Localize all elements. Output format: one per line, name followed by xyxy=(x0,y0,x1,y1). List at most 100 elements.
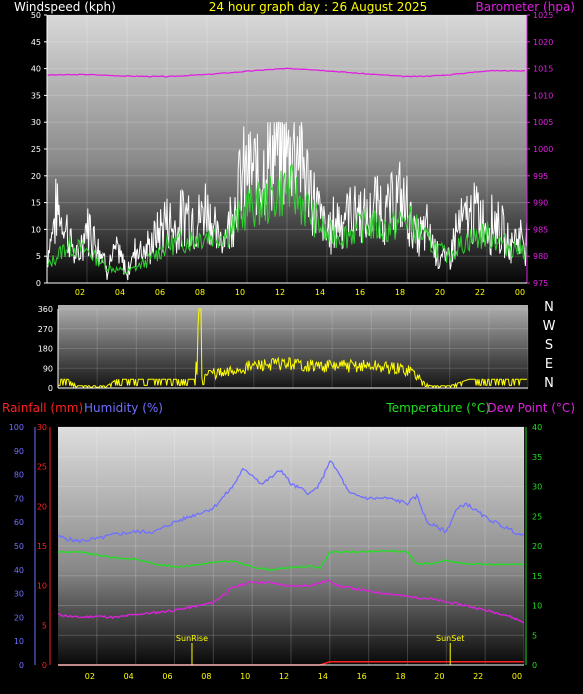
barometer-y-tick-label: 1005 xyxy=(533,118,553,127)
barometer-y-tick-label: 995 xyxy=(533,172,548,181)
wind-x-tick-label: 16 xyxy=(355,288,365,297)
humidity-tick-label: 10 xyxy=(14,637,24,646)
rainfall-tick-label: 10 xyxy=(37,582,47,591)
chart-title: 24 hour graph day : 26 August 2025 xyxy=(209,0,428,14)
temp-x-tick-label: 20 xyxy=(434,672,444,681)
wind-x-tick-label: 20 xyxy=(435,288,445,297)
direction-line xyxy=(58,308,527,389)
sunrise-label: SunRise xyxy=(176,634,208,643)
temp-x-tick-label: 10 xyxy=(240,672,250,681)
temp-x-tick-label: 02 xyxy=(85,672,95,681)
humidity-tick-label: 30 xyxy=(14,590,24,599)
dewpoint-axis-title: Dew Point (°C) xyxy=(487,401,575,415)
direction-y-tick-label: 360 xyxy=(38,305,53,314)
rainfall-tick-label: 30 xyxy=(37,423,47,432)
temperature-tick-label: 25 xyxy=(532,512,542,521)
wind-y-tick-label: 25 xyxy=(31,145,41,154)
wind-x-tick-label: 04 xyxy=(115,288,125,297)
direction-y-tick-label: 270 xyxy=(38,325,53,334)
wind-y-tick-label: 50 xyxy=(31,11,41,20)
humidity-tick-label: 50 xyxy=(14,542,24,551)
wind-x-tick-label: 02 xyxy=(75,288,85,297)
barometer-y-tick-label: 975 xyxy=(533,279,548,288)
temp-x-tick-label: 06 xyxy=(162,672,172,681)
humidity-tick-label: 100 xyxy=(9,423,24,432)
wind-panel-series xyxy=(46,67,528,281)
wind-y-tick-label: 0 xyxy=(36,279,41,288)
temperature-tick-label: 20 xyxy=(532,542,542,551)
wind-x-tick-label: 22 xyxy=(475,288,485,297)
wind-y-tick-label: 5 xyxy=(36,252,41,261)
compass-label: W xyxy=(543,319,556,334)
humidity-tick-label: 40 xyxy=(14,566,24,575)
temp-x-tick-label: 00 xyxy=(512,672,522,681)
rainfall-tick-label: 5 xyxy=(42,621,47,630)
direction-y-tick-label: 90 xyxy=(43,364,53,373)
temperature-tick-label: 40 xyxy=(532,423,542,432)
humidity-tick-label: 70 xyxy=(14,494,24,503)
wind-x-tick-label: 08 xyxy=(195,288,205,297)
barometer-y-tick-label: 1025 xyxy=(533,11,553,20)
wind-y-tick-label: 15 xyxy=(31,199,41,208)
wind-y-tick-label: 35 xyxy=(31,91,41,100)
direction-panel-series xyxy=(58,308,527,389)
barometer-y-tick-label: 1015 xyxy=(533,65,553,74)
wind-y-tick-label: 30 xyxy=(31,118,41,127)
humidity-tick-label: 80 xyxy=(14,471,24,480)
temp-panel-background xyxy=(58,427,524,665)
direction-panel-grid xyxy=(58,308,529,389)
rainfall-tick-label: 0 xyxy=(42,661,47,670)
temp-x-tick-label: 14 xyxy=(318,672,328,681)
wind-y-tick-label: 45 xyxy=(31,38,41,47)
compass-label: E xyxy=(545,357,553,372)
temperature-axis-title: Temperature (°C) xyxy=(385,401,490,415)
wind-y-tick-label: 40 xyxy=(31,65,41,74)
temp-x-tick-label: 04 xyxy=(124,672,134,681)
rainfall-tick-label: 25 xyxy=(37,463,47,472)
temperature-tick-label: 0 xyxy=(532,661,537,670)
wind-x-tick-label: 14 xyxy=(315,288,325,297)
temperature-tick-label: 30 xyxy=(532,483,542,492)
barometer-y-tick-label: 1020 xyxy=(533,38,553,47)
dewpoint-line xyxy=(57,579,525,624)
barometer-line xyxy=(47,67,525,78)
temperature-tick-label: 35 xyxy=(532,453,542,462)
barometer-y-tick-label: 990 xyxy=(533,199,548,208)
direction-y-tick-label: 0 xyxy=(48,384,53,393)
temp-panel-axes: 0102030405060708090100051015202530051015… xyxy=(9,423,542,681)
compass-label: N xyxy=(544,376,554,391)
humidity-axis-title: Humidity (%) xyxy=(84,401,163,415)
temperature-tick-label: 10 xyxy=(532,602,542,611)
sunset-label: SunSet xyxy=(436,634,464,643)
compass-label: S xyxy=(545,338,553,353)
windspeed-axis-title: Windspeed (kph) xyxy=(14,0,116,14)
direction-y-tick-label: 180 xyxy=(38,345,53,354)
compass-label: N xyxy=(544,300,554,315)
humidity-tick-label: 0 xyxy=(19,661,24,670)
humidity-tick-label: 20 xyxy=(14,613,24,622)
rainfall-tick-label: 20 xyxy=(37,502,47,511)
rainfall-tick-label: 15 xyxy=(37,542,47,551)
wind-x-tick-label: 06 xyxy=(155,288,165,297)
temperature-tick-label: 15 xyxy=(532,572,542,581)
wind-x-tick-label: 12 xyxy=(275,288,285,297)
temp-x-tick-label: 18 xyxy=(395,672,405,681)
wind-x-tick-label: 18 xyxy=(395,288,405,297)
barometer-y-tick-label: 985 xyxy=(533,225,548,234)
humidity-tick-label: 90 xyxy=(14,447,24,456)
wind-y-tick-label: 10 xyxy=(31,225,41,234)
temperature-line xyxy=(57,549,525,572)
barometer-y-tick-label: 1000 xyxy=(533,145,553,154)
wind-panel-axes: 0510152025303540455097598098599099510001… xyxy=(31,11,554,297)
temp-x-tick-label: 08 xyxy=(201,672,211,681)
direction-panel-axes: 0 90 180 270 360 xyxy=(38,305,528,393)
wind-x-tick-label: 00 xyxy=(515,288,525,297)
rainfall-axis-title: Rainfall (mm) xyxy=(2,401,83,415)
temp-x-tick-label: 22 xyxy=(473,672,483,681)
direction-panel-background xyxy=(58,305,528,390)
temp-x-tick-label: 12 xyxy=(279,672,289,681)
barometer-y-tick-label: 980 xyxy=(533,252,548,261)
temp-x-tick-label: 16 xyxy=(357,672,367,681)
